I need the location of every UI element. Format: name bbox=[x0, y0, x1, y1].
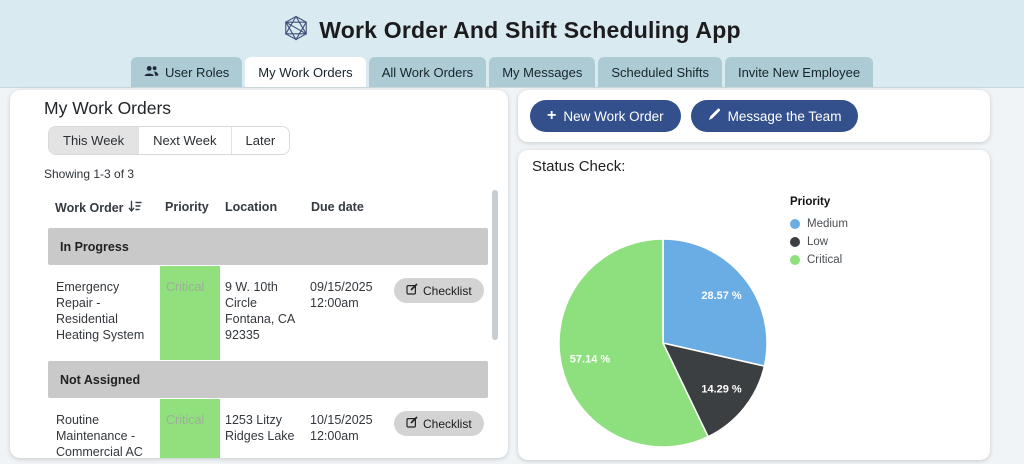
tab-bar: User Roles My Work Orders All Work Order… bbox=[131, 57, 874, 87]
filter-this-week[interactable]: This Week bbox=[49, 127, 140, 154]
tab-label: User Roles bbox=[165, 64, 230, 80]
column-label: Work Order bbox=[55, 201, 124, 215]
pie-slice-label: 28.57 % bbox=[701, 290, 742, 302]
pie-slice-critical[interactable] bbox=[558, 238, 709, 448]
table-scrollbar[interactable] bbox=[492, 190, 498, 340]
due-date-cell: 09/15/2025 12:00am bbox=[310, 280, 373, 310]
checklist-button[interactable]: Checklist bbox=[394, 278, 484, 303]
group-header-in-progress: In Progress bbox=[48, 228, 488, 265]
legend-item-low[interactable]: Low bbox=[790, 233, 848, 251]
results-count: Showing 1-3 of 3 bbox=[44, 167, 135, 181]
legend-dot-low bbox=[790, 237, 800, 247]
actions-cell: Checklist bbox=[394, 399, 488, 458]
legend-item-medium[interactable]: Medium bbox=[790, 215, 848, 233]
tab-all-work-orders[interactable]: All Work Orders bbox=[368, 57, 487, 87]
actions-row: + New Work Order Message the Team bbox=[518, 90, 990, 132]
priority-badge: Critical bbox=[160, 399, 220, 458]
legend-label: Medium bbox=[807, 218, 848, 230]
legend-label: Critical bbox=[807, 254, 843, 266]
pencil-icon bbox=[708, 108, 721, 124]
sort-icon bbox=[128, 200, 142, 216]
my-work-orders-panel: My Work Orders This Week Next Week Later… bbox=[10, 90, 508, 458]
location-cell: 9 W. 10th Circle Fontana, CA 92335 bbox=[225, 280, 295, 342]
plus-icon: + bbox=[547, 107, 557, 124]
new-work-order-button[interactable]: + New Work Order bbox=[530, 100, 681, 132]
priority-badge: Critical bbox=[160, 266, 220, 360]
filter-next-week[interactable]: Next Week bbox=[139, 127, 232, 154]
legend-dot-critical bbox=[790, 255, 800, 265]
column-header-due-date: Due date bbox=[311, 200, 364, 214]
checklist-button[interactable]: Checklist bbox=[394, 411, 484, 436]
tab-label: Invite New Employee bbox=[737, 64, 861, 80]
legend-item-critical[interactable]: Critical bbox=[790, 251, 848, 269]
checklist-label: Checklist bbox=[423, 283, 472, 298]
status-check-title: Status Check: bbox=[532, 158, 626, 175]
tab-label: Scheduled Shifts bbox=[611, 64, 709, 80]
due-date-cell: 10/15/2025 12:00am bbox=[310, 413, 373, 443]
tab-my-work-orders[interactable]: My Work Orders bbox=[245, 57, 366, 87]
pie-slice-low[interactable] bbox=[662, 342, 766, 438]
title-row: Work Order And Shift Scheduling App bbox=[0, 0, 1024, 46]
pie-slice-medium[interactable] bbox=[662, 238, 768, 367]
users-icon bbox=[144, 65, 159, 80]
work-order-title: Routine Maintenance - Commercial AC bbox=[56, 413, 143, 458]
tab-label: All Work Orders bbox=[381, 64, 474, 80]
actions-cell: Checklist bbox=[394, 266, 488, 360]
group-header-not-assigned: Not Assigned bbox=[48, 361, 488, 398]
message-team-button[interactable]: Message the Team bbox=[690, 100, 859, 132]
chart-legend: Priority Medium Low Critical bbox=[790, 196, 848, 269]
table-header-row: Work Order Priority Location Due date bbox=[48, 190, 488, 228]
column-header-priority: Priority bbox=[165, 200, 209, 214]
edit-checklist-icon bbox=[406, 416, 418, 431]
tab-label: My Messages bbox=[502, 64, 583, 80]
button-label: New Work Order bbox=[563, 108, 664, 124]
location-cell: 1253 Litzy Ridges Lake bbox=[225, 413, 295, 443]
work-orders-table: Work Order Priority Location Due date In… bbox=[48, 190, 488, 458]
tab-label: My Work Orders bbox=[258, 64, 353, 80]
pie-slice-label: 14.29 % bbox=[701, 384, 742, 396]
panel-title: My Work Orders bbox=[44, 98, 172, 118]
work-order-title: Emergency Repair - Residential Heating S… bbox=[56, 280, 145, 342]
filter-later[interactable]: Later bbox=[231, 127, 290, 154]
tab-scheduled-shifts[interactable]: Scheduled Shifts bbox=[598, 57, 722, 87]
week-filter-group: This Week Next Week Later bbox=[48, 126, 291, 155]
quick-actions-panel: + New Work Order Message the Team bbox=[518, 90, 990, 142]
legend-title: Priority bbox=[790, 196, 831, 208]
tab-invite-new-employee[interactable]: Invite New Employee bbox=[724, 57, 874, 87]
app-header: Work Order And Shift Scheduling App User… bbox=[0, 0, 1024, 88]
checklist-label: Checklist bbox=[423, 416, 472, 431]
page-title: Work Order And Shift Scheduling App bbox=[319, 17, 741, 43]
button-label: Message the Team bbox=[727, 108, 842, 124]
column-header-work-order[interactable]: Work Order bbox=[48, 200, 160, 216]
table-row[interactable]: Emergency Repair - Residential Heating S… bbox=[48, 266, 488, 360]
tab-my-messages[interactable]: My Messages bbox=[489, 57, 596, 87]
legend-label: Low bbox=[807, 236, 829, 248]
status-check-panel: Status Check: 28.57 % 14.29 % 57.14 % Prio… bbox=[518, 150, 990, 460]
pie-slice-label: 57.14 % bbox=[570, 354, 611, 366]
column-header-actions bbox=[394, 200, 488, 216]
priority-pie-chart[interactable]: 28.57 % 14.29 % 57.14 % bbox=[518, 150, 990, 460]
column-header-location: Location bbox=[225, 200, 278, 214]
tab-user-roles[interactable]: User Roles bbox=[131, 57, 243, 87]
table-row[interactable]: Routine Maintenance - Commercial AC Crit… bbox=[48, 399, 488, 458]
app-logo-hexagon-icon bbox=[283, 15, 309, 46]
legend-dot-medium bbox=[790, 219, 800, 229]
edit-checklist-icon bbox=[406, 283, 418, 298]
